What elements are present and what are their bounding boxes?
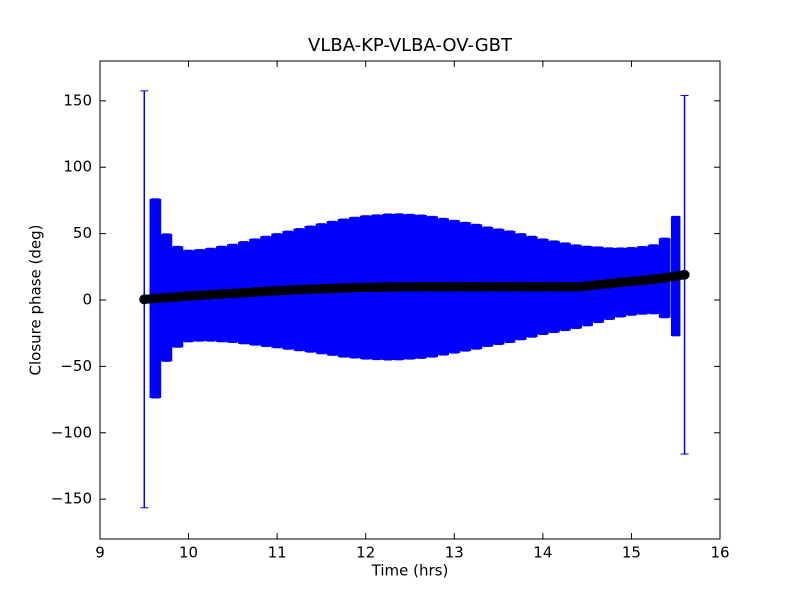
data-point [449, 281, 460, 292]
data-point [183, 291, 194, 302]
data-point [261, 286, 272, 297]
data-point [493, 281, 504, 292]
data-point [327, 283, 338, 294]
data-point [526, 281, 537, 292]
data-point [272, 285, 283, 296]
data-point [294, 284, 305, 295]
data-point [238, 287, 249, 298]
data-point [349, 282, 360, 293]
data-point [382, 281, 393, 292]
data-point [515, 281, 526, 292]
data-point [227, 288, 238, 299]
x-tick-label: 16 [710, 544, 729, 562]
data-point [679, 269, 690, 280]
x-tick-label: 9 [95, 544, 105, 562]
data-point [615, 277, 626, 288]
data-point [593, 279, 604, 290]
data-point [471, 281, 482, 292]
y-tick-label: 0 [82, 291, 92, 309]
x-axis-label: Time (hrs) [371, 562, 449, 580]
data-point [338, 283, 349, 294]
data-point [670, 271, 681, 282]
y-tick-label: −150 [51, 490, 92, 508]
y-tick-label: 50 [73, 224, 92, 242]
x-tick-label: 13 [445, 544, 464, 562]
data-point [405, 281, 415, 292]
data-point [427, 281, 438, 292]
data-point [637, 275, 648, 286]
data-point [161, 292, 172, 303]
data-point [560, 281, 570, 292]
data-point [659, 272, 670, 283]
data-point [205, 289, 216, 300]
data-point [416, 281, 427, 292]
x-tick-label: 12 [356, 544, 375, 562]
y-tick-label: 100 [63, 158, 92, 176]
chart-title: VLBA-KP-VLBA-OV-GBT [308, 35, 513, 56]
x-tick-label: 10 [179, 544, 198, 562]
data-point [194, 290, 205, 301]
x-tick-label: 14 [533, 544, 552, 562]
data-point [150, 293, 161, 304]
y-tick-label: −50 [60, 357, 92, 375]
data-point [172, 291, 183, 302]
data-point [139, 294, 150, 305]
data-point [316, 283, 327, 294]
data-point [283, 285, 294, 296]
data-point [250, 287, 260, 298]
data-point [537, 281, 548, 292]
y-tick-label: −100 [51, 423, 92, 441]
x-tick-label: 11 [268, 544, 287, 562]
data-point [393, 281, 404, 292]
data-point [582, 281, 593, 292]
data-point [460, 281, 471, 292]
data-point [216, 289, 227, 300]
data-point [482, 281, 493, 292]
data-point [648, 274, 659, 285]
y-axis-label: Closure phase (deg) [27, 225, 45, 376]
data-point [571, 281, 582, 292]
data-point [371, 282, 382, 293]
data-point [604, 278, 615, 289]
y-tick-label: 150 [63, 91, 92, 109]
data-point [626, 276, 637, 287]
x-tick-label: 15 [622, 544, 641, 562]
data-point [548, 281, 559, 292]
data-point [504, 281, 515, 292]
data-point [438, 281, 449, 292]
data-point [360, 282, 371, 293]
plot-area [139, 90, 690, 509]
data-point [305, 284, 316, 295]
